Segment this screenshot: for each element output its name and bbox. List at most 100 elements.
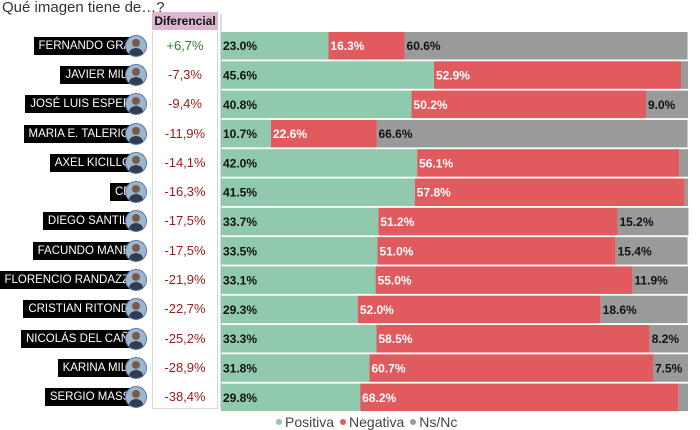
legend-dot-icon — [340, 419, 347, 426]
legend-item: Ns/Nc — [404, 414, 457, 430]
data-label: 7.5% — [655, 361, 683, 375]
data-label: 68.2% — [362, 391, 396, 405]
bar-nsnc — [680, 61, 688, 89]
bar-positiva — [221, 207, 379, 236]
row-label: JAVIER MILEI — [60, 65, 143, 84]
data-label: 42.0% — [223, 156, 257, 170]
row-label: FACUNDO MANES — [32, 241, 143, 260]
data-label: 29.3% — [223, 303, 257, 317]
data-label: 23.0% — [223, 39, 257, 53]
avatar-icon — [125, 63, 147, 86]
bar-positiva — [221, 32, 329, 60]
diferencial-value: -11,9% — [164, 125, 206, 141]
legend-dot-icon — [410, 419, 417, 426]
data-label: 15.2% — [619, 215, 653, 229]
bar-negativa — [377, 237, 616, 265]
bar-nsnc — [645, 90, 688, 119]
bar-nsnc — [376, 119, 688, 148]
data-label: 52.0% — [360, 303, 394, 317]
diferencial-value: -16,3% — [164, 184, 206, 200]
data-label: 57.8% — [417, 186, 451, 200]
data-label: 41.5% — [223, 186, 257, 200]
data-label: 18.6% — [603, 303, 637, 317]
bar-positiva — [221, 149, 418, 177]
avatar-icon — [125, 239, 147, 262]
bar-negativa — [328, 32, 405, 60]
bar-positiva — [221, 325, 377, 353]
avatar-icon — [125, 386, 147, 409]
diferencial-value: -14,1% — [164, 154, 206, 170]
bar-negativa — [414, 178, 685, 206]
diferencial-value: -7,3% — [168, 66, 202, 82]
bar-nsnc — [679, 149, 688, 177]
diferencial-value: -38,4% — [164, 389, 206, 405]
avatar-icon — [125, 34, 147, 57]
diferencial-value: -9,4% — [168, 96, 202, 112]
bar-negativa — [411, 90, 646, 119]
legend-item: Positiva — [270, 414, 334, 430]
data-label: 45.6% — [223, 68, 257, 82]
legend-label: Negativa — [349, 414, 405, 430]
row-label: FLORENCIO RANDAZZO — [0, 271, 143, 290]
avatar-icon — [125, 181, 147, 204]
legend-label: Ns/Nc — [419, 414, 458, 430]
row-label: AXEL KICILLOF — [49, 153, 143, 172]
bar-nsnc — [615, 237, 688, 265]
bar-nsnc — [684, 178, 688, 206]
data-label: 51.2% — [380, 215, 414, 229]
bar-negativa — [433, 61, 681, 89]
data-label: 31.8% — [223, 361, 257, 375]
row-label: SERGIO MASSA — [44, 388, 143, 407]
data-label: 29.8% — [223, 391, 257, 405]
bar-negativa — [369, 354, 653, 382]
avatar-icon — [125, 298, 147, 321]
data-label: 9.0% — [648, 98, 676, 112]
avatar-icon — [125, 122, 147, 145]
avatar-icon — [125, 93, 147, 116]
row-label: FERNANDO GRAY — [33, 36, 143, 55]
row-label: KARINA MILEI — [57, 358, 143, 377]
bar-positiva — [221, 295, 358, 324]
bar-negativa — [375, 266, 633, 294]
bar-negativa — [360, 383, 679, 412]
bar-positiva — [221, 266, 376, 294]
diferencial-header: Diferencial — [152, 12, 218, 30]
diferencial-value: -25,2% — [164, 330, 206, 346]
data-label: 66.6% — [379, 127, 413, 141]
avatar-icon — [125, 356, 147, 379]
bar-positiva — [221, 61, 434, 89]
legend-dot-icon — [276, 419, 282, 426]
data-label: 15.4% — [618, 244, 652, 258]
data-label: 60.6% — [407, 39, 441, 53]
data-label: 33.3% — [223, 332, 257, 346]
bar-nsnc — [632, 266, 688, 294]
data-label: 50.2% — [414, 98, 448, 112]
diferencial-value: +6,7% — [166, 37, 204, 53]
data-label: 11.9% — [634, 274, 668, 288]
data-label: 33.7% — [223, 215, 257, 229]
bar-nsnc — [617, 207, 689, 236]
diferencial-value: -21,9% — [164, 272, 206, 288]
bar-nsnc — [652, 354, 688, 382]
legend-label: Positiva — [285, 414, 335, 430]
data-label: 40.8% — [223, 98, 257, 112]
data-label: 16.3% — [330, 39, 364, 53]
avatar-icon — [125, 151, 147, 174]
data-label: 56.1% — [419, 156, 453, 170]
avatar-icon — [125, 210, 147, 233]
bar-positiva — [221, 90, 412, 119]
bar-positiva — [221, 383, 361, 412]
data-label: 33.1% — [223, 274, 257, 288]
row-label: CRISTIAN RITONDO — [23, 300, 143, 319]
diferencial-value: -28,9% — [164, 359, 206, 375]
data-label: 55.0% — [378, 274, 412, 288]
legend: Positiva Negativa Ns/Nc — [270, 414, 457, 430]
data-label: 33.5% — [223, 244, 257, 258]
data-label: 22.6% — [273, 127, 307, 141]
row-label: NICOLÁS DEL CAÑO — [20, 329, 143, 348]
data-label: 51.0% — [379, 244, 413, 258]
bar-positiva — [221, 119, 271, 148]
bar-negativa — [357, 295, 601, 324]
data-label: 8.2% — [652, 332, 680, 346]
diferencial-value: -17,5% — [164, 242, 206, 258]
